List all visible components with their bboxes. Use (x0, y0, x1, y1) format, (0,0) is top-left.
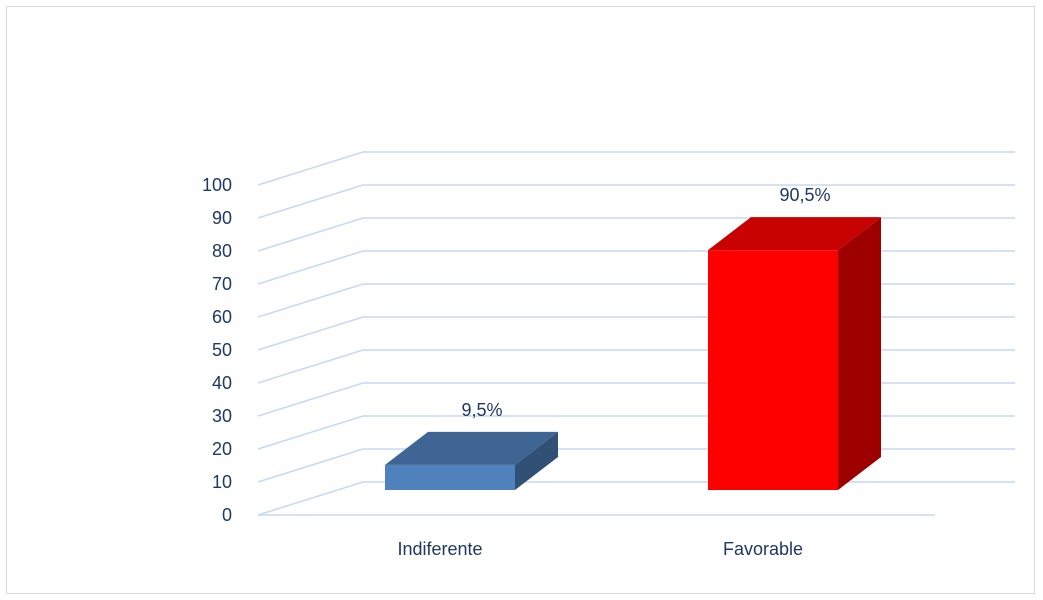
data-label: 9,5% (461, 400, 502, 420)
y-tick-label: 10 (212, 472, 232, 492)
bar-favorable (708, 217, 881, 491)
gridline (257, 382, 1015, 417)
gridline (257, 184, 1015, 219)
y-tick-label: 80 (212, 241, 232, 261)
gridline (257, 415, 1015, 450)
y-tick-label: 100 (202, 175, 232, 195)
y-tick-label: 90 (212, 208, 232, 228)
y-tick-label: 0 (222, 505, 232, 525)
gridline (257, 283, 1015, 318)
bar-side-face (515, 431, 558, 490)
bar-front-face (708, 250, 838, 490)
y-tick-label: 40 (212, 373, 232, 393)
y-tick-label: 60 (212, 307, 232, 327)
data-labels: 9,5% 90,5% (461, 185, 830, 420)
gridline (257, 349, 1015, 384)
gridline (257, 448, 1015, 483)
gridlines (257, 151, 1015, 516)
y-axis-ticks: 0 10 20 30 40 50 60 70 80 90 100 (202, 175, 232, 525)
y-tick-label: 30 (212, 406, 232, 426)
bars (385, 217, 881, 491)
bar-top-face (708, 217, 881, 251)
bar-front-face (385, 464, 515, 490)
x-category-label: Indiferente (397, 539, 482, 559)
gridline (257, 481, 1015, 516)
x-axis-labels: Indiferente Favorable (397, 539, 803, 559)
gridline (257, 217, 1015, 252)
data-label: 90,5% (779, 185, 830, 205)
bar-top-face (385, 431, 558, 465)
y-tick-label: 20 (212, 439, 232, 459)
gridline (257, 316, 1015, 351)
gridline (257, 250, 1015, 285)
bar-side-face (838, 217, 881, 491)
y-tick-label: 50 (212, 340, 232, 360)
bar-indiferente (385, 431, 558, 490)
x-category-label: Favorable (723, 539, 803, 559)
y-tick-label: 70 (212, 274, 232, 294)
gridline (257, 151, 1015, 186)
